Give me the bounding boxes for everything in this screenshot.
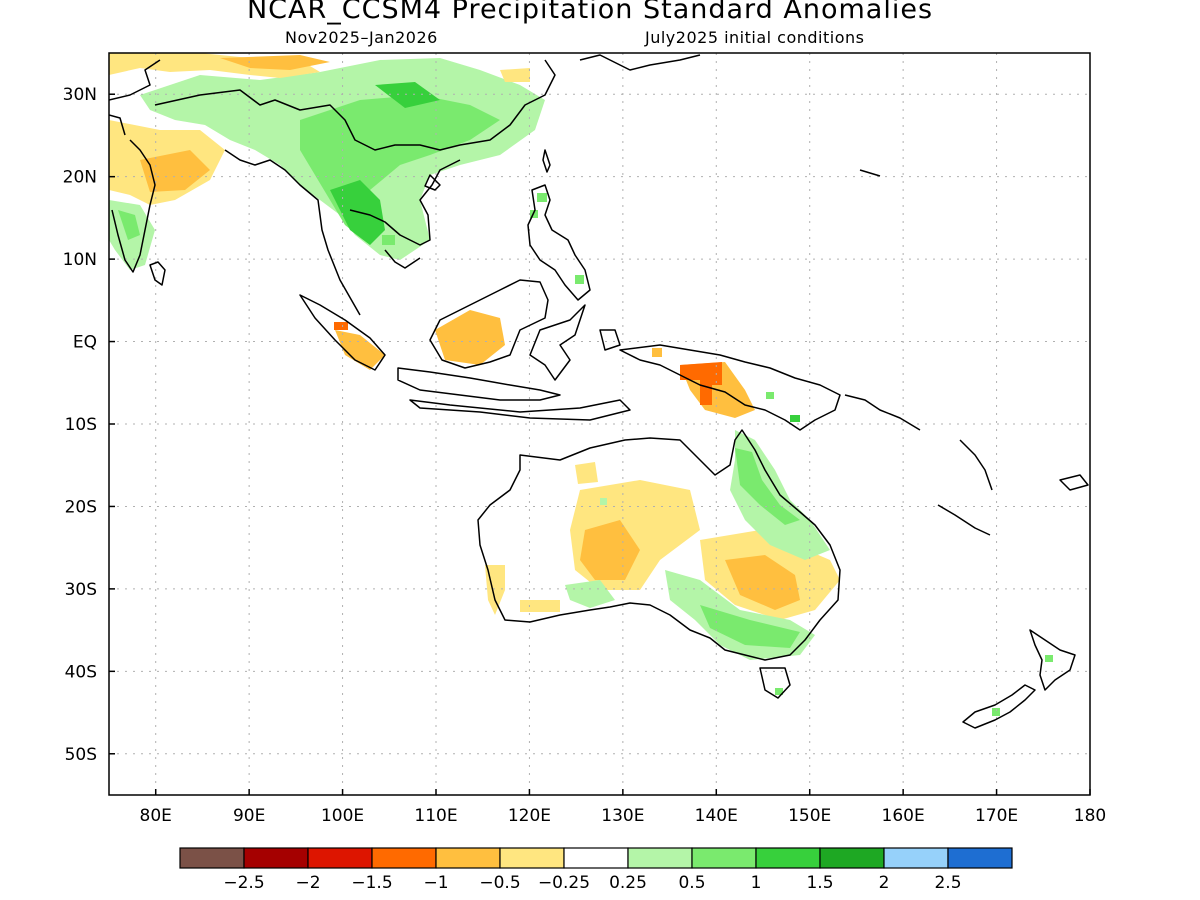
colorbar-swatch xyxy=(563,847,629,869)
colorbar-label: −1.5 xyxy=(351,873,392,893)
colorbar-label: −0.25 xyxy=(538,873,590,893)
lon-tick-label: 140E xyxy=(695,806,738,826)
lat-tick-label: 20N xyxy=(63,168,97,188)
colorbar-label: 1.5 xyxy=(806,873,833,893)
forecast-period: Nov2025–Jan2026 xyxy=(285,28,438,47)
lon-tick-label: 180 xyxy=(1074,806,1106,826)
lat-tick-label: EQ xyxy=(73,333,97,353)
anomaly-region-new-zealand xyxy=(992,655,1053,716)
lat-tick-label: 10S xyxy=(65,415,97,435)
colorbar-swatch xyxy=(627,847,693,869)
colorbar-swatch xyxy=(499,847,565,869)
colorbar-label: 2 xyxy=(879,873,890,893)
colorbar-label: 0.25 xyxy=(609,873,647,893)
map-title: NCAR_CCSM4 Precipitation Standard Anomal… xyxy=(246,0,934,25)
colorbar: −2.5 −2 −1.5 −1 −0.5 −0.25 0.25 0.5 1 1.5 2 2.5 xyxy=(179,847,1013,893)
lat-tick-label: 30N xyxy=(63,85,97,105)
colorbar-label: −2 xyxy=(295,873,320,893)
colorbar-label: 2.5 xyxy=(934,873,961,893)
lon-tick-label: 100E xyxy=(321,806,364,826)
lon-tick-label: 130E xyxy=(601,806,644,826)
colorbar-swatch xyxy=(883,847,949,869)
lon-tick-label: 160E xyxy=(882,806,925,826)
anomaly-field xyxy=(109,53,1053,716)
axis-ticks: 80E 90E 100E 110E 120E 130E 140E 150E 160E 170E 18… xyxy=(63,85,1107,826)
lat-tick-label: 30S xyxy=(65,580,97,600)
colorbar-swatch xyxy=(307,847,373,869)
colorbar-swatch xyxy=(243,847,309,869)
coastlines xyxy=(109,54,1089,729)
lon-tick-label: 110E xyxy=(414,806,457,826)
anomaly-region-new-guinea xyxy=(680,362,800,422)
lat-tick-label: 50S xyxy=(65,745,97,765)
lat-lon-grid xyxy=(109,53,1090,795)
colorbar-label: −2.5 xyxy=(223,873,264,893)
colorbar-swatch xyxy=(755,847,821,869)
colorbar-label: −1 xyxy=(423,873,448,893)
lon-tick-label: 90E xyxy=(233,806,265,826)
lat-tick-label: 20S xyxy=(65,497,97,517)
lon-tick-label: 150E xyxy=(788,806,831,826)
colorbar-label: 0.5 xyxy=(678,873,705,893)
colorbar-label: −0.5 xyxy=(479,873,520,893)
colorbar-swatch xyxy=(371,847,437,869)
lon-tick-label: 120E xyxy=(508,806,551,826)
lon-tick-label: 80E xyxy=(140,806,172,826)
initial-conditions: July2025 initial conditions xyxy=(645,28,865,47)
lat-tick-label: 10N xyxy=(63,250,97,270)
colorbar-swatch xyxy=(179,847,245,869)
lat-tick-label: 40S xyxy=(65,662,97,682)
lon-tick-label: 170E xyxy=(975,806,1018,826)
colorbar-swatch xyxy=(435,847,501,869)
colorbar-swatch xyxy=(691,847,757,869)
colorbar-label: 1 xyxy=(751,873,762,893)
anomaly-region-india xyxy=(109,120,225,270)
colorbar-swatch xyxy=(819,847,885,869)
colorbar-swatch xyxy=(947,847,1013,869)
